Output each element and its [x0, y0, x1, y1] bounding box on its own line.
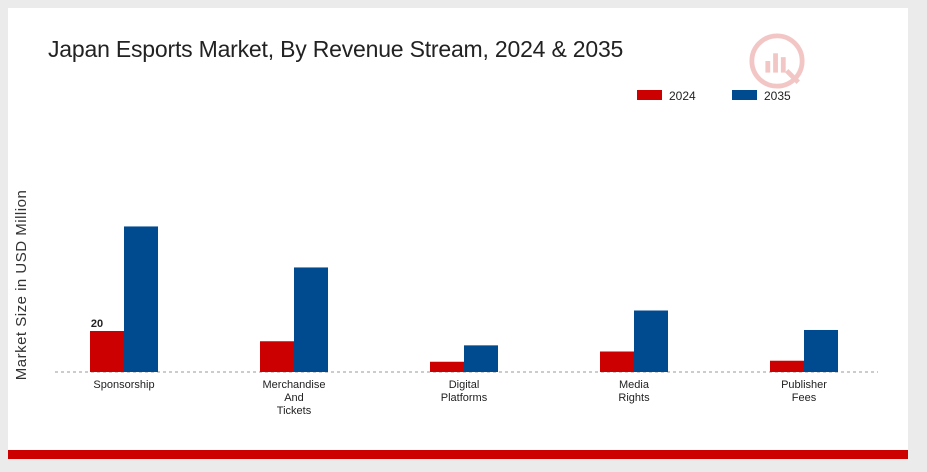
bar-2035-1 [294, 267, 328, 372]
x-tick-label-0: Sponsorship [93, 379, 154, 391]
x-tick-label-3: Media Rights [618, 379, 650, 404]
legend-label-2035: 2035 [764, 89, 791, 103]
bottom-accent-bar [8, 450, 908, 459]
x-tick-label-2: Digital Platforms [441, 379, 488, 404]
x-tick-label-4: Publisher Fees [781, 379, 827, 404]
data-labels: 20 [91, 318, 103, 330]
bar-2035-3 [634, 310, 668, 372]
y-axis-label: Market Size in USD Million [13, 190, 30, 381]
chart-title: Japan Esports Market, By Revenue Stream,… [48, 36, 624, 62]
legend-label-2024: 2024 [669, 89, 696, 103]
bar-2035-0 [124, 226, 158, 372]
legend-swatch-2035 [732, 90, 757, 100]
bar-2035-2 [464, 345, 498, 372]
bar-2024-3 [600, 351, 634, 372]
bar-2024-1 [260, 341, 294, 372]
legend-swatch-2024 [637, 90, 662, 100]
bar-2035-4 [804, 329, 838, 372]
bar-2024-4 [770, 360, 804, 372]
bars [90, 226, 838, 372]
bar-2024-2 [430, 361, 464, 372]
bar-2024-0 [90, 331, 124, 372]
x-tick-label-1: Merchandise And Tickets [263, 379, 326, 417]
x-tick-labels: Sponsorship Merchandise And Tickets Digital P… [93, 379, 827, 417]
data-label-0: 20 [91, 318, 103, 330]
watermark-logo-icon [749, 33, 805, 89]
legend: 2024 2035 [637, 89, 791, 103]
